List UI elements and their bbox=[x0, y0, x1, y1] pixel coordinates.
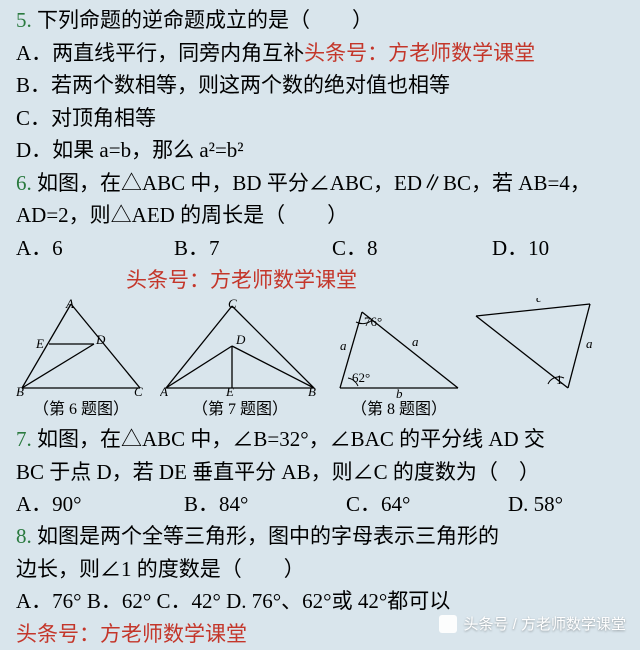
q7-t1: 如图，在△ABC 中，∠B=32°，∠BAC 的平分线 AD 交 bbox=[37, 427, 545, 451]
q8-num: 8. bbox=[16, 524, 32, 548]
q8-stem2: 边长，则∠1 的度数是（ ） bbox=[16, 553, 624, 586]
svg-text:D: D bbox=[235, 332, 246, 347]
fig8a: a a b 76° 62° bbox=[334, 298, 464, 398]
q5-B: B．若两个数相等，则这两个数的绝对值也相等 bbox=[16, 69, 624, 102]
q5-num: 5. bbox=[16, 8, 32, 32]
fig8b-caption bbox=[533, 398, 537, 423]
svg-text:B: B bbox=[16, 384, 24, 398]
q5-text: 下列命题的逆命题成立的是（ ） bbox=[37, 8, 373, 32]
svg-text:a: a bbox=[340, 338, 347, 353]
svg-text:C: C bbox=[134, 384, 143, 398]
svg-text:1: 1 bbox=[556, 372, 563, 387]
fig8-wrap: a a b 76° 62° （第 8 题图） bbox=[334, 298, 464, 423]
brand-1: 头条号：方老师数学课堂 bbox=[304, 41, 535, 65]
q8-t1: 如图是两个全等三角形，图中的字母表示三角形的 bbox=[37, 524, 499, 548]
fig7-caption: （第 7 题图） bbox=[192, 398, 288, 423]
q6-stem1: 6. 如图，在△ABC 中，BD 平分∠ABC，ED∥BC，若 AB=4， bbox=[16, 167, 624, 200]
q6-B: B．7 bbox=[174, 232, 220, 265]
q6-opts: A．6 B．7 C．8 D．10 bbox=[16, 232, 624, 264]
q7-B: B．84° bbox=[184, 488, 248, 521]
q7-C: C．64° bbox=[346, 488, 410, 521]
q7-opts: A．90° B．84° C．64° D. 58° bbox=[16, 488, 624, 520]
q6-D: D．10 bbox=[492, 232, 549, 265]
svg-text:c: c bbox=[536, 298, 542, 305]
q6-stem2: AD=2，则△AED 的周长是（ ） bbox=[16, 199, 624, 232]
watermark: 头条号 / 方老师数学课堂 bbox=[439, 613, 626, 636]
q6-C: C．8 bbox=[332, 232, 378, 265]
fig6-caption: （第 6 题图） bbox=[33, 398, 129, 423]
q5-D: D．如果 a=b，那么 a²=b² bbox=[16, 134, 624, 167]
brand-2: 头条号：方老师数学课堂 bbox=[126, 264, 624, 297]
q8-stem1: 8. 如图是两个全等三角形，图中的字母表示三角形的 bbox=[16, 520, 624, 553]
svg-text:a: a bbox=[412, 334, 419, 349]
fig8-caption: （第 8 题图） bbox=[351, 398, 447, 423]
q7-num: 7. bbox=[16, 427, 32, 451]
svg-text:76°: 76° bbox=[364, 314, 382, 329]
watermark-text: 头条号 / 方老师数学课堂 bbox=[463, 613, 626, 636]
svg-text:E: E bbox=[225, 384, 234, 398]
fig6-wrap: A B C E D （第 6 题图） bbox=[16, 298, 146, 423]
svg-text:62°: 62° bbox=[352, 370, 370, 385]
q6-t1: 如图，在△ABC 中，BD 平分∠ABC，ED∥BC，若 AB=4， bbox=[37, 171, 591, 195]
q6-A: A．6 bbox=[16, 232, 63, 265]
svg-text:a: a bbox=[586, 336, 593, 351]
fig7: A B C D E bbox=[160, 298, 320, 398]
q7-A: A．90° bbox=[16, 488, 82, 521]
svg-text:E: E bbox=[35, 336, 44, 351]
svg-text:C: C bbox=[228, 298, 237, 311]
svg-text:b: b bbox=[396, 386, 403, 398]
q5-stem: 5. 下列命题的逆命题成立的是（ ） bbox=[16, 4, 624, 37]
fig8b: c a 1 bbox=[470, 298, 600, 398]
svg-text:D: D bbox=[95, 332, 106, 347]
svg-text:B: B bbox=[308, 384, 316, 398]
q5-A-text: A．两直线平行，同旁内角互补 bbox=[16, 41, 304, 65]
q7-stem1: 7. 如图，在△ABC 中，∠B=32°，∠BAC 的平分线 AD 交 bbox=[16, 423, 624, 456]
fig7-wrap: A B C D E （第 7 题图） bbox=[160, 298, 320, 423]
q7-stem2: BC 于点 D，若 DE 垂直平分 AB，则∠C 的度数为（ ） bbox=[16, 456, 624, 489]
fig6: A B C E D bbox=[16, 298, 146, 398]
svg-text:A: A bbox=[65, 298, 74, 311]
figures-row: A B C E D （第 6 题图） A B C D E （第 7 题图） a a b 76° 62° … bbox=[16, 298, 624, 423]
fig8b-wrap: c a 1 bbox=[470, 298, 600, 423]
watermark-icon bbox=[439, 615, 457, 633]
q5-A: A．两直线平行，同旁内角互补头条号：方老师数学课堂 bbox=[16, 37, 624, 70]
q6-num: 6. bbox=[16, 171, 32, 195]
q7-D: D. 58° bbox=[508, 488, 563, 521]
q5-C: C．对顶角相等 bbox=[16, 102, 624, 135]
svg-text:A: A bbox=[160, 384, 168, 398]
